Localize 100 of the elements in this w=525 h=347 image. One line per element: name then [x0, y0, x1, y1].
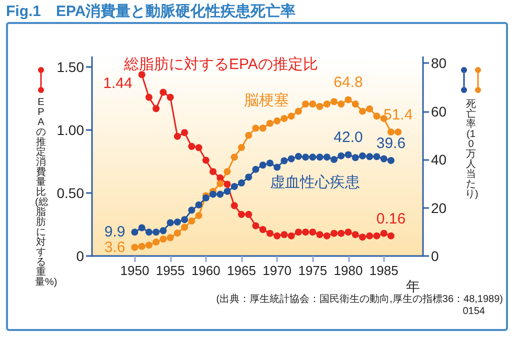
point — [294, 152, 302, 160]
text: 0154 — [462, 306, 485, 317]
point — [359, 108, 366, 115]
point — [224, 168, 231, 176]
point — [195, 212, 202, 219]
data-label: 1.44 — [103, 75, 132, 92]
point — [288, 232, 295, 240]
y2-tick-label: 0 — [431, 248, 439, 264]
point — [216, 190, 224, 198]
point — [294, 108, 302, 115]
point — [302, 100, 310, 108]
point — [330, 230, 338, 237]
point — [309, 228, 316, 236]
point — [152, 105, 160, 112]
point — [280, 231, 288, 238]
point — [152, 238, 160, 246]
point — [131, 244, 138, 251]
point — [166, 234, 174, 242]
point — [330, 98, 338, 106]
point — [373, 232, 380, 240]
point — [216, 180, 224, 188]
data-label: 9.9 — [104, 224, 126, 241]
point — [316, 231, 324, 238]
x-tick-label: 1950 — [120, 263, 150, 278]
point — [344, 228, 352, 236]
point — [344, 151, 352, 158]
point — [352, 100, 359, 108]
point — [274, 232, 281, 240]
series-label: 脳梗塞 — [244, 92, 289, 109]
point — [152, 228, 160, 236]
point — [259, 226, 266, 234]
y-tick-label: 0.50 — [56, 185, 84, 202]
point — [238, 210, 245, 218]
point — [245, 174, 252, 181]
point — [387, 156, 394, 164]
point — [266, 160, 274, 167]
y-tick-label: 0 — [76, 248, 84, 264]
point — [230, 183, 238, 190]
point — [202, 156, 210, 164]
point — [259, 162, 266, 169]
text: 死亡率(10万人当たり) — [465, 99, 478, 200]
point — [188, 142, 196, 150]
point — [373, 112, 380, 120]
point — [252, 222, 260, 230]
point — [338, 100, 345, 108]
point — [174, 218, 181, 226]
point — [230, 154, 238, 161]
point — [145, 242, 152, 249]
point — [359, 152, 366, 160]
data-label: 3.6 — [104, 238, 126, 256]
point — [174, 132, 181, 140]
point — [288, 155, 295, 162]
point — [138, 242, 146, 250]
point — [259, 124, 266, 132]
data-label: 39.6 — [376, 134, 406, 152]
point — [280, 157, 288, 164]
point — [294, 228, 302, 236]
point — [338, 230, 345, 237]
point — [138, 224, 146, 232]
point — [224, 188, 231, 195]
point — [210, 168, 217, 176]
point — [181, 224, 188, 231]
point — [195, 144, 202, 152]
point — [359, 234, 366, 241]
x-axis-title: 年 — [406, 278, 420, 294]
point — [323, 154, 330, 161]
x-tick-label: 1960 — [191, 263, 220, 278]
point — [160, 236, 167, 243]
point — [352, 231, 359, 238]
text: EPAの推定消費量比(総脂肪に対する重量%) — [35, 97, 58, 288]
point — [373, 153, 380, 160]
data-label: 0.16 — [376, 210, 406, 228]
point — [366, 232, 374, 240]
point — [344, 96, 352, 104]
text: (出典：厚生統計協会：国民衛生の動向,厚生の指標36：48,1989) — [216, 293, 503, 306]
x-tick-label: 1955 — [156, 263, 185, 278]
point — [230, 202, 238, 210]
point — [138, 71, 146, 78]
y2-tick-label: 60 — [431, 103, 447, 120]
point — [387, 232, 394, 240]
point — [210, 190, 217, 198]
x-tick-label: 1975 — [298, 263, 328, 278]
y2-tick-label: 20 — [431, 200, 447, 216]
point — [160, 227, 167, 234]
data-label: 64.8 — [334, 74, 363, 92]
series-label: 虚血性心疾患 — [270, 174, 360, 191]
point — [160, 88, 167, 96]
point — [131, 228, 138, 236]
y2-tick-label: 80 — [431, 55, 447, 72]
point — [366, 105, 374, 112]
y2-tick-label: 40 — [431, 152, 447, 168]
point — [352, 154, 359, 162]
x-tick-label: 1980 — [334, 263, 363, 278]
point — [323, 100, 330, 108]
point — [181, 216, 188, 224]
point — [166, 94, 174, 101]
y-tick-label: 1.00 — [56, 122, 84, 138]
point — [145, 228, 152, 236]
x-tick-label: 1985 — [369, 263, 398, 278]
point — [274, 164, 281, 171]
